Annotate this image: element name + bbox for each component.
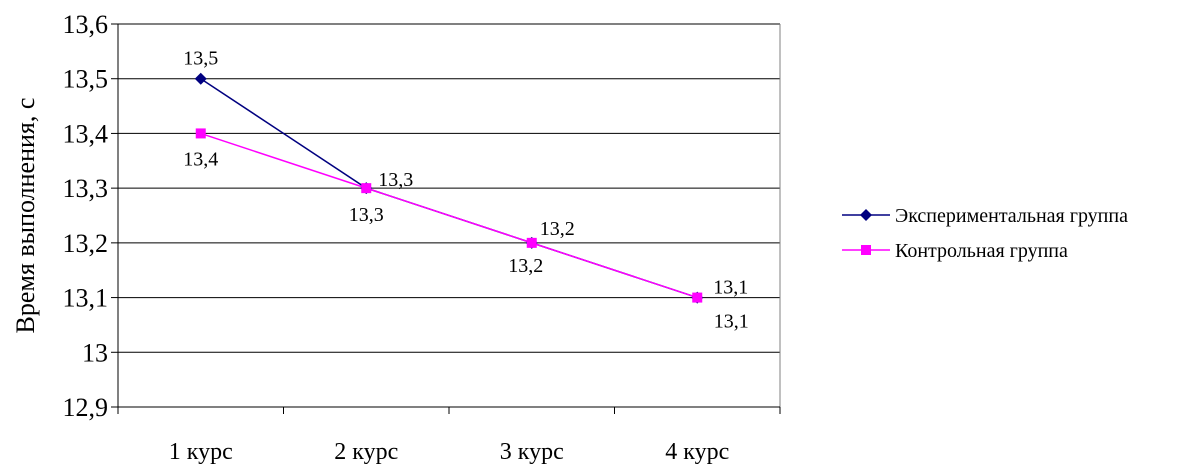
x-tick-label: 4 курс — [665, 439, 729, 465]
data-labels-group: 13,5 13,3 13,2 13,1 13,4 13,3 13,2 13,1 — [183, 48, 749, 333]
data-label: 13,2 — [508, 255, 543, 277]
axes — [111, 23, 781, 414]
y-tick-label: 12,9 — [63, 393, 109, 422]
marker-square — [692, 292, 703, 303]
data-label: 13,3 — [378, 169, 413, 191]
legend-label: Экспериментальная группа — [895, 205, 1128, 227]
y-tick-label: 13,5 — [63, 65, 109, 94]
marker-square — [526, 237, 537, 248]
marker-diamond — [860, 209, 872, 221]
series-group — [194, 72, 704, 304]
y-axis-label: Время выполнения, с — [11, 98, 40, 334]
x-tick-label: 2 курс — [334, 439, 398, 465]
legend-label: Контрольная группа — [895, 240, 1068, 262]
marker-square — [195, 128, 206, 139]
data-label: 13,3 — [349, 204, 384, 226]
y-tick-label: 13,6 — [63, 10, 109, 39]
data-label: 13,4 — [183, 148, 218, 170]
x-tick-label: 3 курс — [500, 439, 564, 465]
y-tick-labels: 12,9 13 13,1 13,2 13,3 13,4 13,5 13,6 — [63, 10, 109, 422]
x-tick-labels: 1 курс 2 курс 3 курс 4 курс — [169, 439, 729, 465]
marker-diamond — [194, 72, 207, 85]
y-tick-label: 13 — [82, 338, 108, 367]
gridlines — [118, 23, 780, 353]
x-tick-label: 1 курс — [169, 439, 233, 465]
data-label: 13,5 — [183, 48, 218, 70]
y-tick-label: 13,3 — [63, 174, 109, 203]
y-tick-label: 13,4 — [63, 119, 109, 148]
marker-square — [861, 245, 871, 255]
y-tick-label: 13,2 — [63, 229, 109, 258]
marker-square — [361, 183, 372, 194]
legend: Экспериментальная группа Контрольная груп… — [842, 205, 1128, 262]
y-tick-label: 13,1 — [63, 284, 109, 313]
series-line — [200, 132, 698, 299]
data-label: 13,1 — [713, 277, 748, 299]
data-label: 13,2 — [540, 218, 575, 240]
data-label: 13,1 — [714, 311, 749, 333]
